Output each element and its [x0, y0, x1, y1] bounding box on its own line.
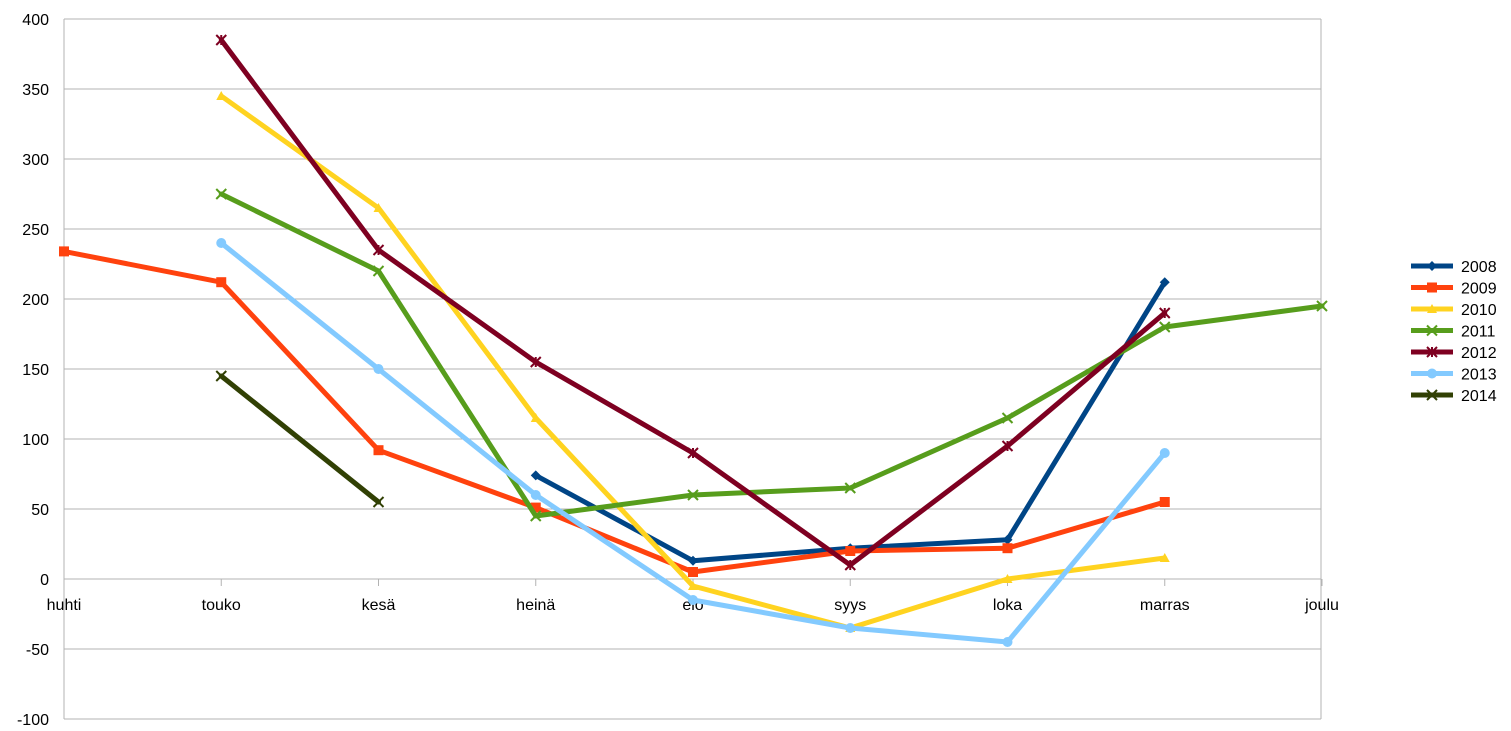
data-point [530, 502, 541, 513]
series-2009 [59, 246, 1170, 577]
legend-label: 2008 [1461, 259, 1497, 276]
series-layer [59, 34, 1328, 647]
y-tick-label: 0 [40, 572, 49, 589]
legend-label: 2014 [1461, 388, 1497, 405]
data-point [1427, 368, 1437, 379]
series-2014 [215, 370, 385, 508]
x-tick-label: marras [1140, 597, 1190, 614]
axis-layer: 400 350 300 250 200 150 100 50 0 -50 -100 huhti touk… [17, 12, 1339, 729]
x-tick-label: syys [834, 597, 866, 614]
x-tick-label: huhti [47, 597, 82, 614]
data-point [1426, 324, 1438, 337]
x-tick-label: joulu [1304, 597, 1339, 614]
data-point [1426, 346, 1438, 358]
data-point [372, 496, 385, 508]
series-2008 [530, 277, 1170, 566]
data-point [1427, 261, 1437, 271]
grid-layer [63, 18, 1322, 720]
data-point [688, 555, 698, 566]
data-point [1001, 412, 1014, 424]
legend-label: 2013 [1461, 367, 1497, 384]
series-2013 [216, 238, 1170, 647]
data-point [844, 559, 856, 571]
data-point [215, 370, 227, 382]
data-point [530, 490, 541, 500]
data-point [1159, 553, 1170, 562]
data-point [215, 34, 227, 46]
data-point [844, 482, 856, 494]
data-point [687, 447, 699, 459]
data-point [215, 188, 227, 200]
data-point [1001, 440, 1014, 452]
data-point [372, 244, 385, 256]
data-point [1427, 304, 1437, 313]
series-2011 [215, 188, 1328, 522]
data-point [687, 489, 699, 501]
data-point [372, 265, 385, 277]
data-point [1002, 574, 1013, 583]
data-point [1002, 543, 1013, 554]
legend-item: 2012 [1411, 345, 1497, 362]
legend-item: 2014 [1411, 388, 1497, 405]
data-point [373, 364, 384, 374]
x-tick-label: kesä [362, 597, 396, 614]
series-2010 [216, 91, 1170, 632]
data-point [1159, 497, 1170, 507]
data-point [59, 246, 69, 257]
data-point [530, 413, 541, 422]
series-line [218, 93, 1168, 631]
y-tick-label: 150 [22, 362, 49, 379]
data-point [373, 203, 384, 212]
legend-item: 2009 [1411, 281, 1497, 298]
data-point [845, 546, 856, 556]
x-tick-label: loka [993, 597, 1022, 614]
data-point [530, 470, 541, 481]
y-tick-label: -100 [17, 712, 49, 729]
y-tick-label: 400 [22, 12, 49, 29]
legend-label: 2012 [1461, 345, 1497, 362]
legend-item: 2011 [1411, 324, 1496, 341]
legend-item: 2010 [1411, 302, 1497, 319]
data-point [1316, 300, 1328, 312]
y-tick-label: 350 [22, 82, 49, 99]
data-point [373, 445, 384, 456]
data-point [1002, 534, 1013, 545]
y-tick-label: 200 [22, 292, 49, 309]
data-point [530, 356, 542, 368]
data-point [688, 595, 698, 605]
data-point [1427, 282, 1437, 293]
series-line [61, 248, 1168, 575]
legend-item: 2008 [1411, 259, 1497, 276]
y-tick-label: 100 [22, 432, 49, 449]
data-point [1159, 307, 1171, 319]
legend: 2008 2009 2010 2011 2012 2013 2014 [1411, 259, 1497, 405]
data-point [216, 91, 227, 100]
series-line [218, 191, 1325, 519]
data-point [1159, 448, 1170, 458]
data-point [688, 581, 698, 590]
series-2012 [215, 34, 1171, 571]
legend-label: 2011 [1461, 324, 1496, 341]
y-tick-label: 50 [31, 502, 49, 519]
legend-item: 2013 [1411, 367, 1497, 384]
data-point [1426, 389, 1438, 401]
y-tick-label: 250 [22, 222, 49, 239]
x-tick-label: touko [202, 597, 241, 614]
legend-label: 2010 [1461, 302, 1497, 319]
data-point [1159, 321, 1171, 333]
data-point [1159, 277, 1170, 288]
legend-label: 2009 [1461, 281, 1497, 298]
x-tick-label: heinä [516, 597, 555, 614]
y-tick-label: -50 [26, 642, 49, 659]
data-point [216, 238, 227, 248]
y-tick-label: 300 [22, 152, 49, 169]
data-point [1002, 637, 1013, 647]
data-point [845, 623, 856, 633]
data-point [530, 510, 542, 522]
series-line [218, 373, 381, 505]
data-point [688, 567, 698, 577]
data-point [216, 277, 227, 288]
